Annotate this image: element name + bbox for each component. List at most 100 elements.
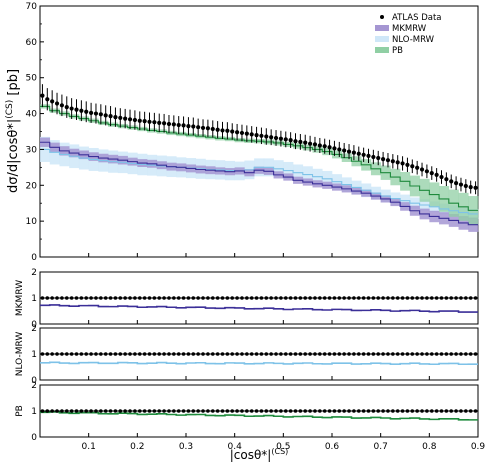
ratio-pb-data-point (264, 409, 269, 413)
ratio-pb-data-point (225, 409, 230, 413)
main-y-tick-label: 20 (26, 181, 38, 191)
data-point (142, 119, 147, 124)
ratio-mkmrw-data-point (176, 296, 181, 300)
ratio-mkmrw-data-point (279, 296, 283, 300)
ratio-nlo-mrw-data-point (444, 352, 449, 356)
data-point (79, 108, 84, 113)
data-point (429, 170, 434, 176)
ratio-nlo-mrw-data-point (94, 352, 98, 356)
data-point (147, 119, 152, 124)
data-point (152, 120, 157, 125)
ratio-pb-data-point (176, 409, 181, 413)
data-point (103, 113, 108, 118)
data-point (439, 174, 444, 180)
ratio-nlo-mrw-data-point (395, 352, 400, 356)
main-y-tick-label: 10 (26, 217, 38, 227)
ratio-pb-y-tick-label: 0 (31, 433, 37, 443)
data-point (50, 99, 55, 104)
ratio-nlo-mrw-data-point (361, 352, 366, 356)
ratio-mkmrw-data-point (201, 296, 205, 300)
data-point (395, 160, 400, 165)
ratio-nlo-mrw-data-point (434, 352, 439, 356)
ratio-mkmrw-data-point (318, 296, 322, 300)
data-point (356, 151, 361, 156)
ratio-pb-data-point (84, 409, 89, 413)
ratio-nlo-mrw-data-point (235, 352, 239, 356)
ratio-pb-data-point (220, 409, 225, 413)
ratio-nlo-mrw-data-point (439, 352, 444, 356)
ratio-pb-data-point (74, 409, 79, 413)
ratio-mkmrw-data-point (206, 296, 210, 300)
ratio-mkmrw-data-point (347, 296, 351, 300)
data-point (308, 141, 313, 146)
data-point (113, 115, 118, 120)
legend-label-nlo-mrw: NLO-MRW (392, 35, 435, 45)
data-point (283, 137, 288, 142)
data-point (220, 128, 225, 133)
data-point (230, 129, 235, 134)
ratio-pb-data-point (89, 409, 93, 413)
data-point (444, 177, 449, 182)
ratio-mkmrw-data-point (225, 296, 230, 300)
ratio-mkmrw-data-point (322, 296, 327, 300)
x-tick-label: 0.4 (228, 442, 243, 452)
ratio-pb-data-point (50, 409, 54, 413)
ratio-nlo-mrw-data-point (220, 352, 225, 356)
data-point (361, 152, 366, 157)
ratio-mkmrw-line (40, 304, 478, 313)
data-point (400, 161, 405, 166)
ratio-mkmrw-data-point (249, 296, 254, 300)
ratio-nlo-mrw-data-point (269, 352, 273, 356)
data-point (415, 165, 420, 170)
x-tick-label: 0.7 (374, 442, 388, 452)
ratio-nlo-mrw-data-point (473, 352, 478, 356)
data-point (293, 139, 298, 144)
ratio-mkmrw-data-point (303, 296, 308, 300)
data-point (108, 113, 113, 119)
ratio-pb-data-point (361, 409, 366, 413)
data-point (405, 162, 410, 167)
ratio-pb-data-point (172, 409, 176, 413)
ratio-pb-data-point (464, 409, 468, 413)
data-point (166, 121, 172, 127)
ratio-nlo-mrw-data-point (157, 352, 162, 356)
main-y-tick-label: 0 (31, 253, 37, 263)
ratio-nlo-mrw-data-point (103, 352, 108, 356)
ratio-nlo-mrw-data-point (176, 352, 181, 356)
data-point (84, 109, 89, 114)
ratio-nlo-mrw-line (40, 361, 478, 366)
ratio-mkmrw-data-point (283, 296, 288, 300)
ratio-nlo-mrw-data-point (152, 352, 157, 356)
ratio-pb-data-point (181, 409, 186, 413)
ratio-nlo-mrw-data-point (181, 352, 186, 356)
ratio-mkmrw-data-point (118, 296, 123, 300)
x-tick-label: 0.2 (130, 442, 144, 452)
ratio-nlo-mrw-y-tick-label: 1 (31, 350, 37, 360)
ratio-mkmrw-data-point (449, 296, 454, 300)
ratio-pb-data-point (288, 409, 293, 413)
ratio-mkmrw-data-point (186, 296, 191, 300)
ratio-nlo-mrw-data-point (74, 352, 79, 356)
ratio-mkmrw-data-point (434, 296, 439, 300)
ratio-mkmrw-data-point (55, 296, 59, 300)
data-point (376, 155, 381, 161)
ratio-pb-data-point (113, 409, 118, 413)
ratio-nlo-mrw-data-point (454, 352, 458, 356)
pb-line (40, 105, 478, 211)
ratio-mkmrw-data-point (420, 296, 424, 300)
ratio-nlo-mrw-data-point (410, 352, 415, 356)
data-point (59, 103, 64, 108)
data-point (74, 107, 79, 112)
ratio-mkmrw-data-point (60, 296, 64, 300)
ratio-mkmrw-data-point (137, 296, 142, 300)
ratio-pb-data-point (337, 409, 342, 413)
ratio-pb-data-point (434, 409, 439, 413)
ratio-mkmrw-data-point (366, 296, 371, 300)
ratio-mkmrw-data-point (191, 296, 196, 300)
main-y-tick-label: 30 (26, 145, 38, 155)
ratio-mkmrw-data-point (69, 296, 74, 300)
data-point (132, 117, 137, 123)
ratio-pb-data-point (45, 409, 50, 413)
ratio-nlo-mrw-data-point (464, 352, 468, 356)
